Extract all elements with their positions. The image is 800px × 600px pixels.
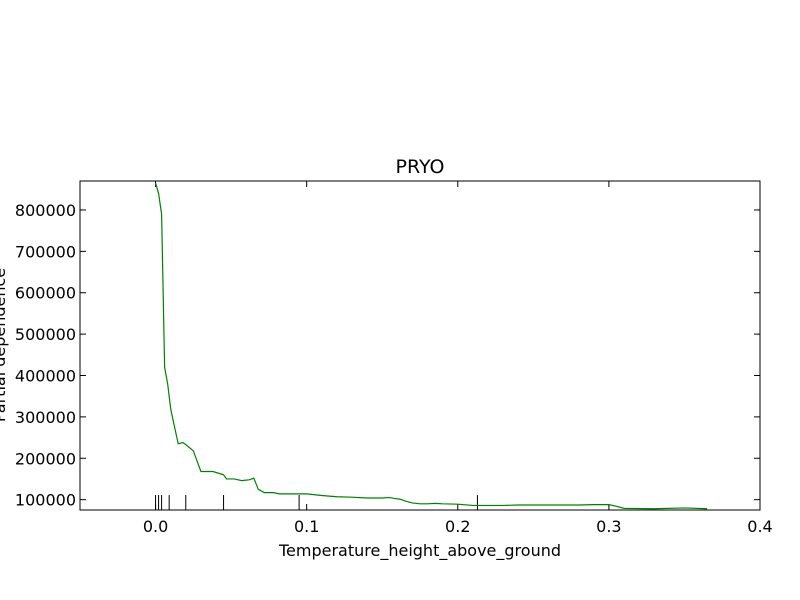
rug-marks bbox=[155, 495, 478, 510]
x-tick-label: 0.3 bbox=[596, 517, 621, 536]
series-line-0 bbox=[154, 182, 708, 510]
chart-title: PRYO bbox=[396, 156, 445, 178]
y-axis-label: Partial dependence bbox=[0, 268, 9, 422]
y-tick-label: 600000 bbox=[15, 284, 76, 303]
y-tick-label: 300000 bbox=[15, 408, 76, 427]
y-tick-label: 700000 bbox=[15, 242, 76, 261]
x-tick-marks bbox=[155, 181, 761, 510]
x-axis-label: Temperature_height_above_ground bbox=[278, 541, 561, 561]
x-tick-labels: 0.0 0.1 0.2 0.3 0.4 bbox=[143, 517, 773, 536]
y-tick-marks bbox=[80, 209, 760, 501]
y-tick-label: 400000 bbox=[15, 367, 76, 386]
x-tick-label: 0.2 bbox=[445, 517, 470, 536]
x-tick-label: 0.0 bbox=[143, 517, 168, 536]
y-tick-label: 500000 bbox=[15, 325, 76, 344]
y-tick-label: 800000 bbox=[15, 201, 76, 220]
x-tick-label: 0.4 bbox=[747, 517, 772, 536]
series-layer bbox=[154, 182, 708, 510]
y-tick-labels: 100000 200000 300000 400000 500000 600000 7000… bbox=[15, 201, 76, 510]
x-tick-label: 0.1 bbox=[294, 517, 319, 536]
plot-frame bbox=[79, 180, 761, 511]
y-tick-label: 200000 bbox=[15, 449, 76, 468]
y-tick-label: 100000 bbox=[15, 491, 76, 510]
